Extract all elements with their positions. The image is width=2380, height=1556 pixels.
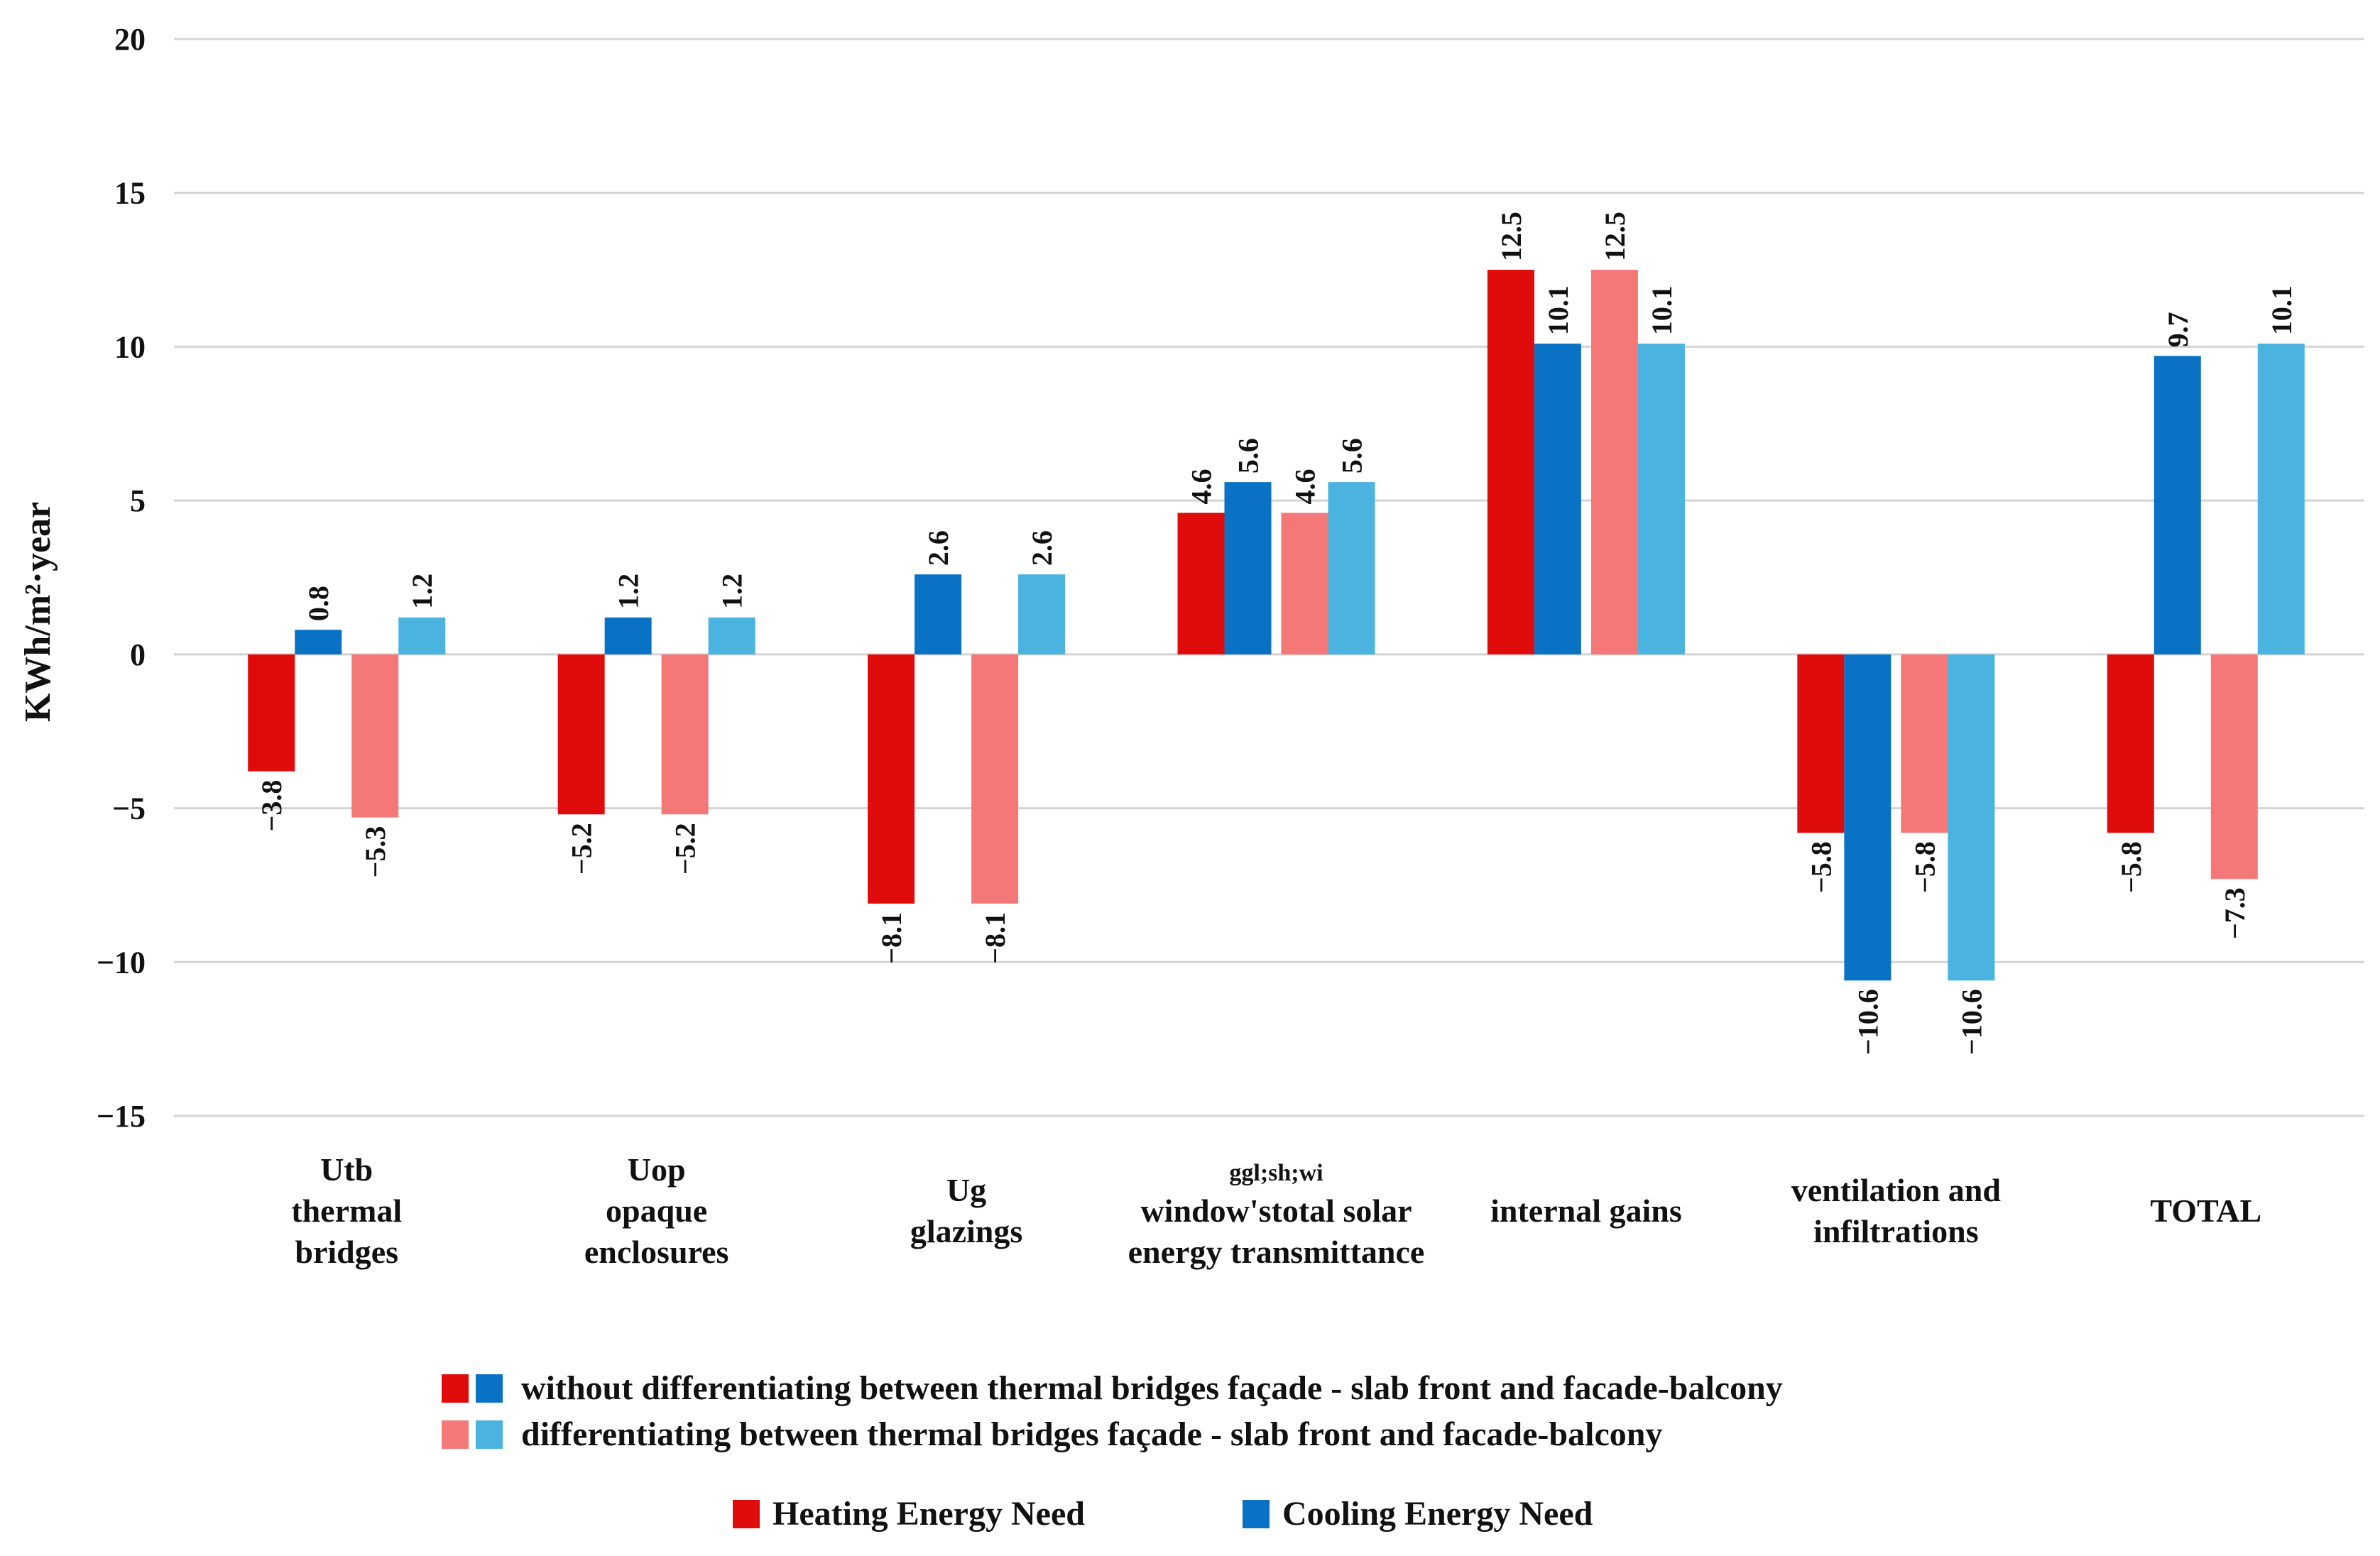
legend-swatch-cooling-without bbox=[476, 1374, 503, 1403]
category-label: Utb bbox=[320, 1151, 373, 1188]
bar bbox=[708, 617, 755, 654]
data-label: −5.8 bbox=[1805, 841, 1837, 893]
bar bbox=[1224, 482, 1272, 654]
data-label: −5.3 bbox=[359, 826, 391, 878]
data-label: 2.6 bbox=[922, 530, 954, 566]
category-label: energy transmittance bbox=[1128, 1234, 1425, 1270]
data-label: 5.6 bbox=[1336, 438, 1368, 473]
bar bbox=[661, 654, 709, 815]
bar bbox=[1534, 344, 1581, 654]
bar bbox=[248, 654, 295, 772]
category-label: TOTAL bbox=[2150, 1193, 2261, 1229]
bar bbox=[295, 630, 342, 654]
bar bbox=[2257, 344, 2305, 654]
bar bbox=[1487, 270, 1534, 654]
legend-label-cooling: Cooling Energy Need bbox=[1282, 1495, 1593, 1533]
bar bbox=[1797, 654, 1845, 833]
category-label: glazings bbox=[910, 1213, 1022, 1249]
data-label: 9.7 bbox=[2162, 312, 2194, 347]
bar bbox=[1590, 270, 1638, 654]
bar bbox=[1177, 513, 1225, 654]
data-label: 0.8 bbox=[302, 586, 334, 621]
data-label: −8.1 bbox=[875, 912, 907, 964]
data-label: 4.6 bbox=[1289, 469, 1321, 504]
data-label: −5.2 bbox=[670, 823, 702, 875]
bar bbox=[557, 654, 605, 815]
y-tick-label: −15 bbox=[97, 1099, 146, 1134]
legend-swatch-heating-without bbox=[442, 1374, 469, 1403]
data-label: 12.5 bbox=[1495, 212, 1527, 261]
category-label: window'stotal solar bbox=[1140, 1193, 1412, 1229]
y-tick-label: 20 bbox=[114, 22, 146, 57]
data-label: −10.6 bbox=[1955, 989, 1987, 1055]
category-label: infiltrations bbox=[1813, 1213, 1979, 1249]
data-label: 2.6 bbox=[1026, 530, 1058, 566]
y-tick-label: −10 bbox=[97, 945, 146, 980]
bar bbox=[604, 617, 652, 654]
bar bbox=[971, 654, 1019, 904]
legend-label-without: without differentiating between thermal … bbox=[521, 1369, 1783, 1407]
legend-row-without: without differentiating between thermal … bbox=[442, 1369, 1783, 1408]
bar bbox=[1018, 574, 1066, 654]
legend-row-cooling: Cooling Energy Need bbox=[1243, 1494, 1593, 1533]
bar bbox=[915, 574, 962, 654]
category-label: internal gains bbox=[1490, 1193, 1682, 1229]
legend-row-differentiating: differentiating between thermal bridges … bbox=[442, 1415, 1662, 1454]
bar bbox=[1901, 654, 1948, 833]
bar bbox=[2210, 654, 2258, 880]
category-label: thermal bbox=[291, 1193, 402, 1229]
legend-swatch-heating bbox=[733, 1499, 760, 1528]
category-label: Ug bbox=[946, 1172, 986, 1208]
data-label: −10.6 bbox=[1852, 989, 1884, 1055]
bars bbox=[248, 270, 2305, 981]
data-label: 12.5 bbox=[1599, 212, 1631, 261]
data-label: 10.1 bbox=[1646, 285, 1678, 335]
y-axis-ticks: 20 15 10 5 0 −5 −10 −15 bbox=[97, 22, 146, 1134]
bar bbox=[1948, 654, 1995, 981]
category-label: bridges bbox=[295, 1234, 398, 1270]
data-label: −8.1 bbox=[979, 912, 1011, 964]
y-tick-label: 5 bbox=[130, 483, 146, 518]
category-label: opaque bbox=[606, 1193, 707, 1229]
bar bbox=[351, 654, 399, 818]
bar bbox=[1844, 654, 1892, 981]
category-label: enclosures bbox=[584, 1234, 729, 1270]
bar bbox=[2107, 654, 2154, 833]
data-label: 1.2 bbox=[716, 574, 748, 609]
data-label: 1.2 bbox=[406, 574, 438, 609]
y-tick-label: 15 bbox=[114, 176, 146, 211]
legend-swatch-heating-diff bbox=[442, 1420, 469, 1449]
data-label: −7.3 bbox=[2219, 887, 2251, 939]
data-label: 10.1 bbox=[1542, 285, 1574, 335]
category-labels: Utb thermal bridges Uop opaque enclosures Ug gl… bbox=[291, 1151, 2261, 1270]
y-tick-label: −5 bbox=[112, 791, 146, 826]
legend-label-differentiating: differentiating between thermal bridges … bbox=[521, 1415, 1663, 1453]
y-tick-label: 0 bbox=[130, 637, 146, 672]
data-label: 5.6 bbox=[1233, 438, 1265, 473]
bar bbox=[1281, 513, 1328, 654]
data-label: −5.2 bbox=[566, 823, 598, 875]
bar bbox=[1637, 344, 1685, 654]
bar bbox=[1328, 482, 1375, 654]
data-label: 1.2 bbox=[613, 574, 645, 609]
category-label: Uop bbox=[628, 1151, 686, 1188]
category-label: ggl;sh;wi bbox=[1229, 1160, 1323, 1186]
bar bbox=[2154, 356, 2201, 654]
y-tick-label: 10 bbox=[114, 329, 146, 364]
category-label: ventilation and bbox=[1791, 1172, 2002, 1208]
data-label: 10.1 bbox=[2266, 285, 2298, 335]
legend-row-heating: Heating Energy Need bbox=[733, 1494, 1085, 1533]
data-label: −5.8 bbox=[2115, 841, 2147, 893]
bar bbox=[398, 617, 446, 654]
y-axis-label: KWh/m²·year bbox=[18, 502, 58, 722]
data-labels: −3.8 0.8 −5.3 1.2 −5.2 1.2 −5.2 1.2 −8.1 2.6 −8.1 2… bbox=[256, 212, 2298, 1055]
data-label: −3.8 bbox=[256, 780, 288, 832]
legend-swatch-cooling-diff bbox=[476, 1420, 503, 1449]
legend-label-heating: Heating Energy Need bbox=[773, 1495, 1085, 1533]
bar bbox=[868, 654, 915, 904]
data-label: −5.8 bbox=[1909, 841, 1940, 893]
legend-swatch-cooling bbox=[1243, 1499, 1270, 1528]
data-label: 4.6 bbox=[1186, 469, 1218, 504]
